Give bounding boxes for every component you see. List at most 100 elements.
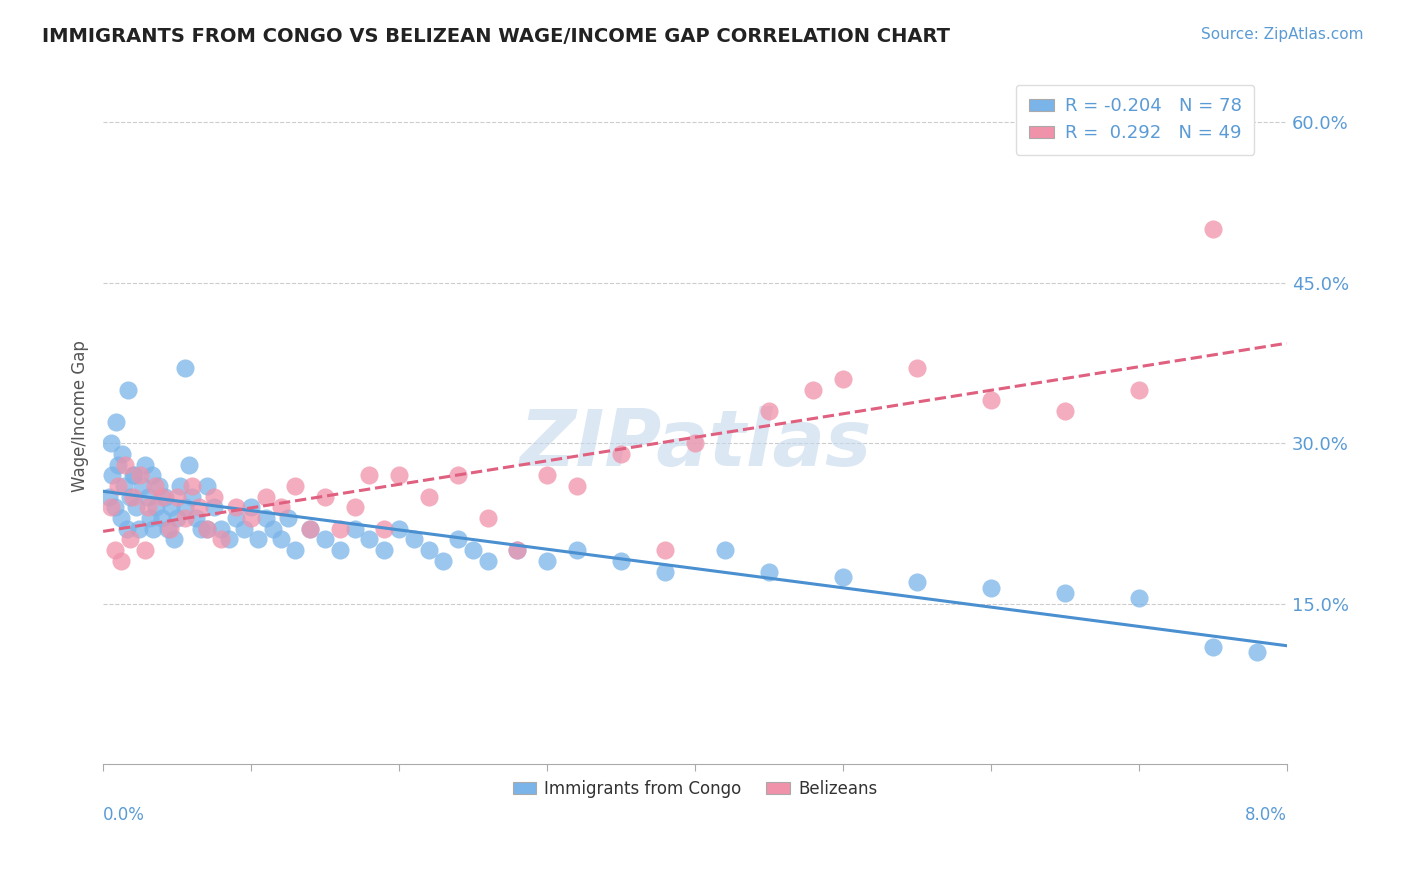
Text: 0.0%: 0.0% xyxy=(103,806,145,824)
Point xyxy=(225,511,247,525)
Point xyxy=(461,543,484,558)
Point xyxy=(169,479,191,493)
Point xyxy=(98,490,121,504)
Point xyxy=(801,383,824,397)
Point xyxy=(177,458,200,472)
Point xyxy=(270,533,292,547)
Point xyxy=(359,533,381,547)
Point xyxy=(654,543,676,558)
Point xyxy=(329,522,352,536)
Point xyxy=(980,581,1002,595)
Point xyxy=(141,468,163,483)
Point xyxy=(536,468,558,483)
Point xyxy=(105,415,128,429)
Point xyxy=(654,565,676,579)
Point xyxy=(388,468,411,483)
Point xyxy=(218,533,240,547)
Point xyxy=(101,468,124,483)
Point xyxy=(299,522,322,536)
Point xyxy=(343,500,366,515)
Point xyxy=(107,458,129,472)
Y-axis label: Wage/Income Gap: Wage/Income Gap xyxy=(72,341,89,492)
Point xyxy=(299,522,322,536)
Point xyxy=(211,522,233,536)
Point xyxy=(1053,404,1076,418)
Point xyxy=(186,511,208,525)
Point xyxy=(758,565,780,579)
Point xyxy=(166,490,188,504)
Point xyxy=(136,500,159,515)
Point xyxy=(195,522,218,536)
Point xyxy=(112,479,135,493)
Point xyxy=(373,522,395,536)
Point xyxy=(1202,222,1225,236)
Point xyxy=(240,500,263,515)
Point xyxy=(125,500,148,515)
Point xyxy=(832,570,855,584)
Point xyxy=(118,490,141,504)
Point xyxy=(148,479,170,493)
Text: ZIPatlas: ZIPatlas xyxy=(519,406,872,483)
Point xyxy=(155,490,177,504)
Point xyxy=(195,479,218,493)
Point xyxy=(136,490,159,504)
Point xyxy=(190,522,212,536)
Point xyxy=(173,511,195,525)
Point xyxy=(1246,645,1268,659)
Text: IMMIGRANTS FROM CONGO VS BELIZEAN WAGE/INCOME GAP CORRELATION CHART: IMMIGRANTS FROM CONGO VS BELIZEAN WAGE/I… xyxy=(42,27,950,45)
Point xyxy=(115,522,138,536)
Point xyxy=(139,511,162,525)
Point xyxy=(173,500,195,515)
Point xyxy=(143,479,166,493)
Point xyxy=(142,522,165,536)
Point xyxy=(284,479,307,493)
Legend: Immigrants from Congo, Belizeans: Immigrants from Congo, Belizeans xyxy=(506,773,884,805)
Point xyxy=(247,533,270,547)
Point xyxy=(477,511,499,525)
Point xyxy=(195,522,218,536)
Point xyxy=(536,554,558,568)
Point xyxy=(1202,640,1225,654)
Point xyxy=(506,543,529,558)
Point xyxy=(565,543,588,558)
Point xyxy=(211,533,233,547)
Point xyxy=(277,511,299,525)
Point xyxy=(683,436,706,450)
Point xyxy=(150,511,173,525)
Point xyxy=(262,522,284,536)
Point xyxy=(506,543,529,558)
Point xyxy=(477,554,499,568)
Point xyxy=(905,575,928,590)
Point xyxy=(905,361,928,376)
Point xyxy=(254,511,277,525)
Point xyxy=(314,490,336,504)
Point xyxy=(254,490,277,504)
Point xyxy=(163,533,186,547)
Point xyxy=(202,490,225,504)
Point xyxy=(270,500,292,515)
Point xyxy=(160,500,183,515)
Point xyxy=(713,543,735,558)
Point xyxy=(121,490,143,504)
Point xyxy=(145,500,167,515)
Point xyxy=(173,361,195,376)
Point xyxy=(107,479,129,493)
Text: 8.0%: 8.0% xyxy=(1244,806,1286,824)
Point xyxy=(159,522,181,536)
Point xyxy=(180,479,202,493)
Point xyxy=(432,554,454,568)
Point xyxy=(418,490,440,504)
Point xyxy=(128,522,150,536)
Point xyxy=(104,500,127,515)
Point xyxy=(117,383,139,397)
Point xyxy=(447,468,470,483)
Point xyxy=(122,468,145,483)
Point xyxy=(110,554,132,568)
Point xyxy=(134,543,156,558)
Point xyxy=(758,404,780,418)
Point xyxy=(1053,586,1076,600)
Point xyxy=(373,543,395,558)
Point xyxy=(388,522,411,536)
Point xyxy=(150,490,173,504)
Point xyxy=(343,522,366,536)
